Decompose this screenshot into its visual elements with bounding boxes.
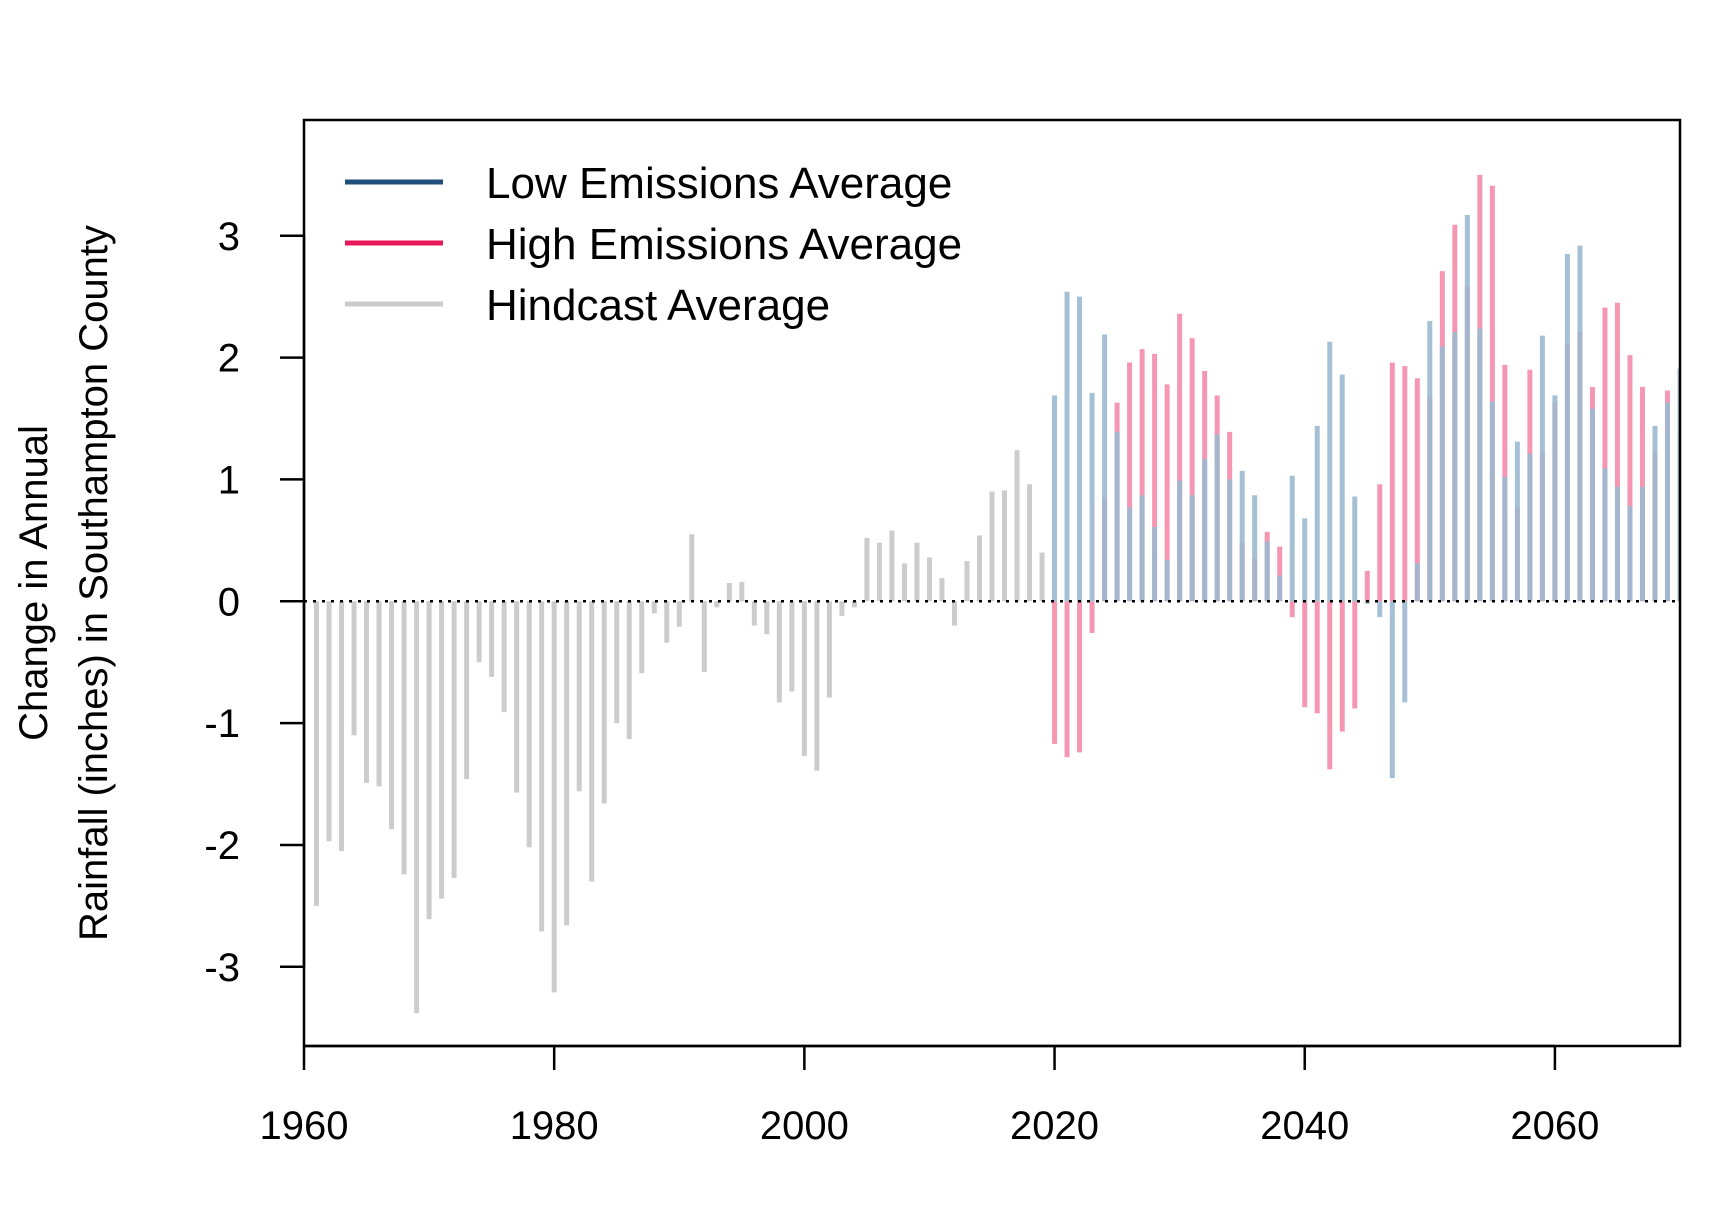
legend: Low Emissions Average High Emissions Aver… — [345, 159, 962, 330]
y-axis-title-line-1: Change in Annual — [12, 425, 56, 741]
data-bars — [314, 174, 1680, 1014]
legend-label: Hindcast Average — [486, 281, 830, 330]
legend-label: High Emissions Average — [486, 220, 962, 269]
y-tick-label: 1 — [218, 458, 240, 502]
x-tick-label: 2040 — [1260, 1104, 1349, 1148]
x-tick-label: 1960 — [260, 1104, 349, 1148]
x-axis: 1960 1980 2000 2020 2040 2060 — [260, 1044, 1599, 1148]
y-axis: -3 -2 -1 0 1 2 3 — [204, 215, 306, 990]
y-axis-title-line-2: Rainfall (inches) in Southampton County — [72, 225, 116, 941]
y-tick-label: -3 — [204, 946, 240, 990]
x-tick-label: 1980 — [510, 1104, 599, 1148]
y-tick-label: 0 — [218, 580, 240, 624]
y-tick-label: -1 — [204, 702, 240, 746]
y-tick-label: -2 — [204, 824, 240, 868]
y-tick-label: 2 — [218, 337, 240, 381]
x-tick-label: 2020 — [1010, 1104, 1099, 1148]
x-tick-label: 2060 — [1510, 1104, 1599, 1148]
x-tick-label: 2000 — [760, 1104, 849, 1148]
y-tick-label: 3 — [218, 215, 240, 259]
legend-label: Low Emissions Average — [486, 159, 952, 208]
